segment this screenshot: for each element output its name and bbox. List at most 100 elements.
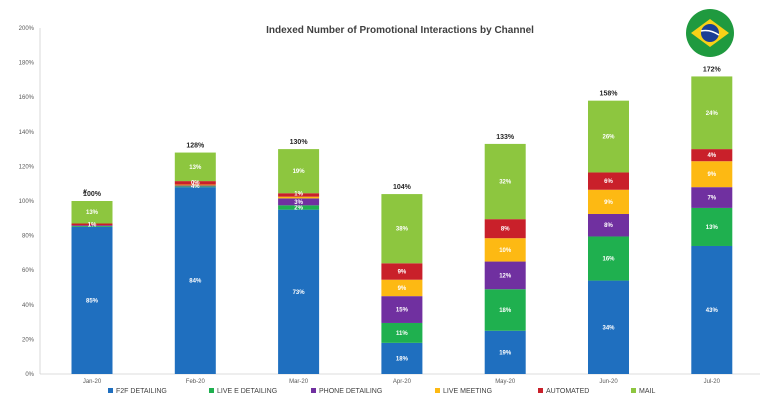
segment-label: 32%	[499, 180, 512, 186]
bar-segment	[174, 184, 216, 186]
legend-label: PHONE DETAILING	[319, 388, 382, 395]
y-tick-label: 200%	[19, 26, 35, 32]
bar-segment	[691, 207, 733, 246]
bar-segment	[484, 143, 526, 220]
bars: 85% 13% 100% 84% 13% 128% 73% 2%3% 19% 130% 18% 11%…	[71, 66, 733, 374]
x-tick-label: Feb-20	[186, 379, 206, 385]
bar-segment	[174, 152, 216, 182]
segment-label: 11%	[396, 331, 408, 337]
bar-segment	[484, 330, 526, 374]
y-axis: 0% 20% 40% 60% 80% 100% 120% 140% 160% 180% 200%	[19, 26, 35, 378]
x-axis: Jan-20 Feb-20 Mar-20 Apr-20 May-20 Jun-20 Jul-…	[83, 379, 721, 385]
x-tick-label: Jan-20	[83, 379, 102, 385]
segment-label: 4%	[707, 153, 716, 159]
legend-label: LIVE MEETING	[443, 388, 492, 395]
bar-segment	[484, 289, 526, 331]
bar-total-label: 172%	[703, 66, 722, 73]
brazil-flag-icon	[686, 9, 734, 57]
bar-segment	[278, 193, 320, 197]
segment-label: 19%	[499, 350, 512, 356]
bar-segment	[278, 205, 320, 210]
segment-label: 12%	[499, 273, 512, 279]
annotation-mark: #	[83, 189, 87, 196]
x-tick-label: Mar-20	[289, 379, 309, 385]
bar-total-label: 133%	[496, 134, 515, 141]
y-tick-label: 40%	[22, 303, 35, 309]
bar-segment	[381, 194, 423, 264]
bar-segment	[588, 280, 629, 374]
legend-swatch	[631, 388, 636, 393]
segment-label: 10%	[499, 248, 512, 254]
bar-segment	[691, 245, 733, 374]
segment-label: 9%	[398, 269, 407, 275]
bar-segment	[278, 198, 320, 206]
segment-label: 34%	[602, 325, 615, 331]
bar-segment	[484, 219, 526, 239]
segment-label: 19%	[293, 169, 306, 175]
bar-segment	[278, 209, 320, 374]
legend-swatch	[435, 388, 440, 393]
segment-label: 73%	[293, 290, 306, 296]
segment-label: 2%	[294, 205, 303, 211]
y-tick-label: 100%	[19, 199, 35, 205]
segment-label: 7%	[707, 196, 716, 202]
legend-swatch	[311, 388, 316, 393]
segment-label: 1%	[88, 223, 97, 229]
segment-label: 13%	[189, 165, 202, 171]
bar-segment	[381, 322, 423, 343]
chart-title: Indexed Number of Promotional Interactio…	[266, 25, 534, 36]
segment-label: 38%	[396, 227, 409, 233]
legend-label: AUTOMATED	[546, 388, 589, 395]
legend-label: F2F DETAILING	[116, 388, 167, 395]
bar-segment	[71, 226, 113, 374]
segment-label: 9%	[398, 286, 407, 292]
bar-segment	[71, 223, 113, 226]
bar-segment	[71, 226, 113, 227]
bar-segment	[691, 161, 733, 188]
segment-label: 26%	[602, 135, 615, 141]
segment-label: 13%	[86, 210, 99, 216]
bar-segment	[381, 263, 423, 280]
segment-label: 3%	[294, 200, 303, 206]
x-tick-label: Apr-20	[393, 379, 412, 385]
segment-label: 85%	[86, 298, 99, 304]
segment-label: 1%	[294, 192, 303, 198]
bar-segment	[381, 342, 423, 374]
bar-total-label: 100%	[83, 191, 102, 198]
bar-total-label: 104%	[393, 184, 412, 191]
bar-segment	[381, 296, 423, 323]
bar-segment	[381, 279, 423, 297]
legend-swatch	[108, 388, 113, 393]
segment-label: 24%	[706, 111, 719, 117]
legend: F2F DETAILING LIVE E DETAILING PHONE DETAI…	[108, 388, 655, 395]
bar-total-label: 158%	[600, 91, 619, 98]
y-tick-label: 160%	[19, 95, 35, 101]
bar-segment	[484, 238, 526, 262]
segment-label: 8%	[604, 223, 613, 229]
bar-segment	[174, 181, 216, 185]
segment-label: 18%	[396, 356, 409, 362]
segment-label: 43%	[706, 308, 719, 314]
y-tick-label: 180%	[19, 61, 35, 67]
bar-segment	[484, 261, 526, 290]
x-tick-label: Jun-20	[599, 379, 618, 385]
bar-segment	[174, 185, 216, 187]
y-tick-label: 0%	[25, 372, 34, 378]
segment-label: 0%	[191, 180, 200, 186]
y-tick-label: 80%	[22, 234, 35, 240]
bar-segment	[588, 213, 629, 237]
segment-label: 8%	[501, 227, 510, 233]
bar-segment	[71, 225, 113, 227]
bar-segment	[588, 172, 629, 190]
legend-swatch	[209, 388, 214, 393]
segment-label: 18%	[499, 308, 512, 314]
bar-segment	[588, 189, 629, 214]
bar-segment	[71, 201, 113, 224]
x-tick-label: May-20	[495, 379, 516, 385]
segment-label: 15%	[396, 308, 409, 314]
y-tick-label: 60%	[22, 268, 35, 274]
x-tick-label: Jul-20	[704, 379, 721, 385]
legend-swatch	[538, 388, 543, 393]
bar-segment	[278, 149, 320, 194]
